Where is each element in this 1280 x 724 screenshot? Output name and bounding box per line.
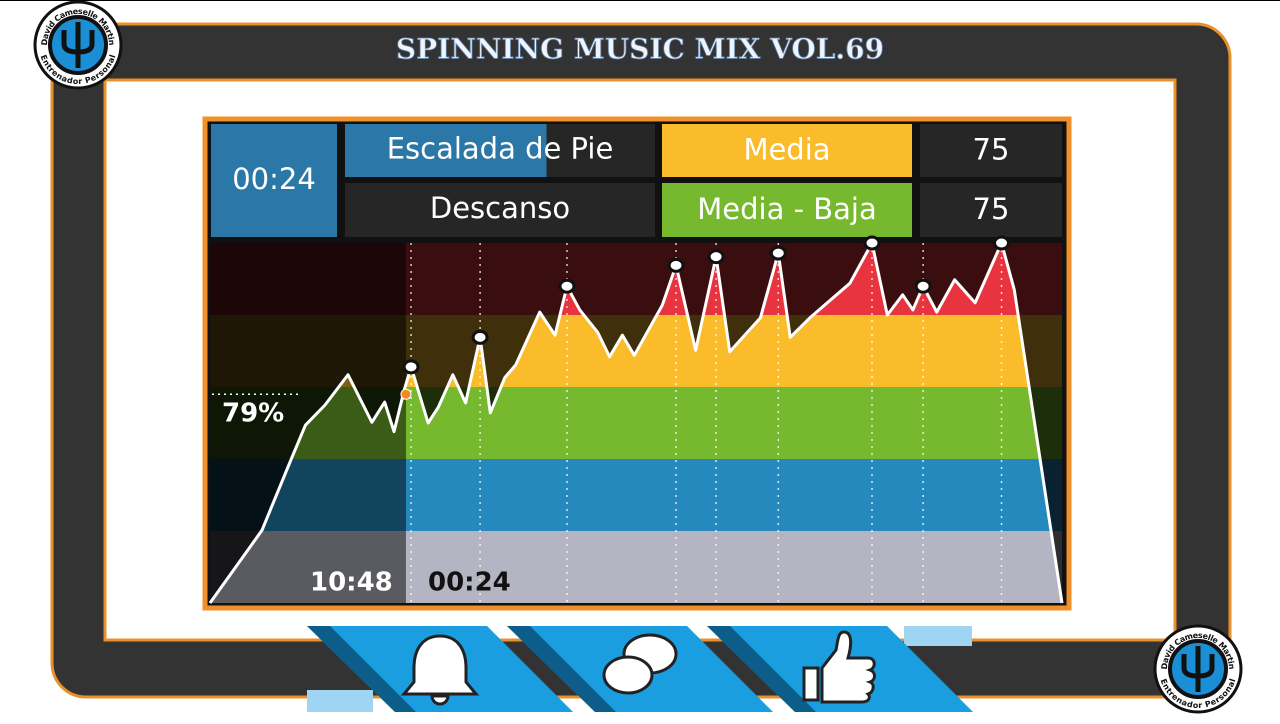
logo-trident xyxy=(1181,646,1215,692)
chat-icon xyxy=(602,655,654,695)
segment-time: 00:24 xyxy=(232,162,316,196)
thumbs-up-icon xyxy=(802,630,876,704)
rpm: 75 xyxy=(973,133,1010,167)
intensity-cell xyxy=(662,183,912,237)
action-buttons xyxy=(307,626,973,712)
button-accent xyxy=(904,626,972,646)
logo: David Cameselle Martin Entrenador Person… xyxy=(1153,624,1243,714)
segment-progress xyxy=(345,124,547,177)
segment-name: Escalada de Pie xyxy=(387,132,614,166)
segment-name: Descanso xyxy=(430,191,570,225)
intensity-name: Media xyxy=(743,133,830,167)
bell-icon xyxy=(400,634,480,706)
logo-trident xyxy=(61,22,95,68)
time-cell xyxy=(211,124,337,237)
rpm-cell xyxy=(920,124,1062,177)
button-shadow xyxy=(707,626,816,712)
segment-peak xyxy=(769,245,787,261)
intensity-name: Media - Baja xyxy=(697,192,877,226)
profile-chart: 79% 10:48 00:24 xyxy=(208,235,1064,604)
segment-peak xyxy=(471,329,489,345)
segment-peak xyxy=(993,235,1011,251)
button-shadow xyxy=(307,626,416,712)
segment-peak xyxy=(863,235,881,251)
elapsed-time: 10:48 xyxy=(310,568,393,598)
segment-peak xyxy=(914,278,932,294)
segment-peak xyxy=(707,249,725,265)
rpm-cell xyxy=(920,183,1062,237)
remaining-time: 00:24 xyxy=(428,568,511,598)
current-intensity: 79% xyxy=(222,399,284,429)
segment-peak xyxy=(402,359,420,375)
header: 00:24 Escalada de Pie Media 75 Descanso Medi… xyxy=(211,124,1062,237)
position-dot xyxy=(400,388,412,400)
logo: David Cameselle Martin Entrenador Person… xyxy=(33,0,123,90)
intensity-cell xyxy=(662,124,912,177)
segment-peak xyxy=(558,278,576,294)
rpm: 75 xyxy=(973,192,1010,226)
button-shadow xyxy=(507,626,616,712)
segment-cell xyxy=(345,183,655,237)
segment-peak xyxy=(667,257,685,273)
button-accent xyxy=(307,690,373,712)
profile-line xyxy=(208,241,1064,604)
video-title: SPINNING MUSIC MIX VOL.69 xyxy=(396,33,884,66)
